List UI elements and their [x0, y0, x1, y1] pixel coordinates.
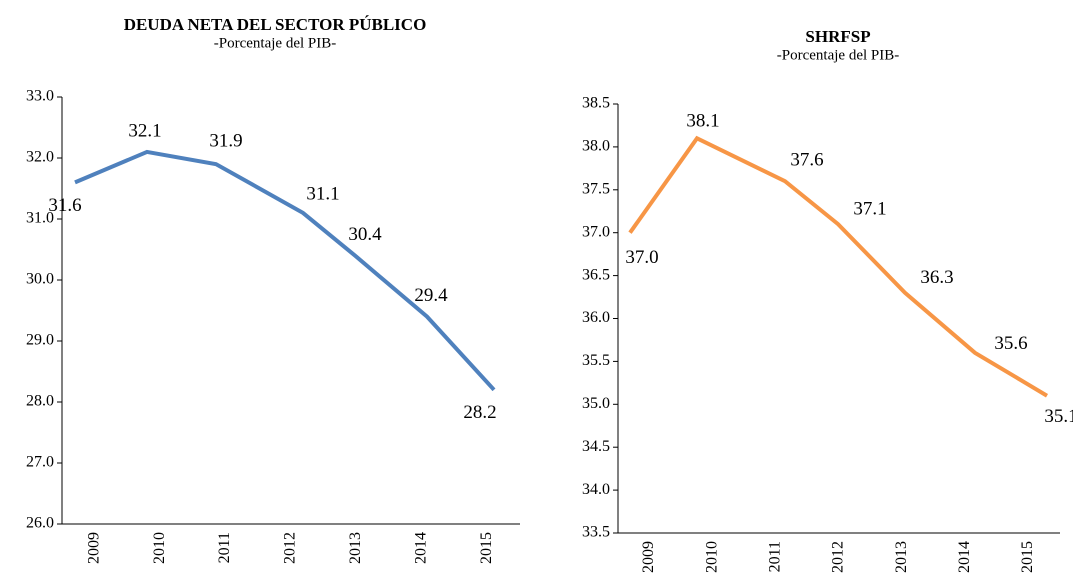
data-label: 29.4 [414, 285, 448, 306]
data-label: 37.6 [790, 150, 823, 171]
y-tick-label: 34.0 [582, 481, 610, 498]
chart-subtitle: -Porcentaje del PIB- [214, 35, 336, 51]
x-tick-label: 2012 [282, 532, 299, 564]
data-label: 36.3 [920, 267, 953, 288]
data-label: 31.9 [209, 130, 242, 151]
data-label: 28.2 [463, 402, 496, 423]
x-tick-label: 2009 [640, 541, 657, 573]
y-tick-label: 28.0 [26, 393, 54, 410]
y-tick-label: 35.0 [582, 395, 610, 412]
y-tick-label: 33.5 [582, 524, 610, 541]
data-label: 35.1 [1044, 406, 1073, 427]
x-tick-label: 2013 [347, 532, 364, 564]
data-label: 31.1 [306, 183, 339, 204]
chart: SHRFSP-Porcentaje del PIB- 33.5 34.0 34.5 35… [582, 27, 1073, 573]
y-tick-label: 26.0 [26, 515, 54, 532]
x-tick-label: 2010 [703, 541, 720, 573]
y-tick-label: 27.0 [26, 454, 54, 471]
x-tick-label: 2015 [1019, 541, 1036, 573]
data-label: 31.6 [48, 195, 81, 216]
x-tick-label: 2011 [767, 541, 784, 572]
x-tick-label: 2014 [956, 541, 973, 573]
y-tick-label: 31.0 [26, 210, 54, 227]
x-tick-label: 2011 [216, 532, 233, 563]
chart-subtitle: -Porcentaje del PIB- [777, 47, 899, 63]
y-tick-label: 37.5 [582, 180, 610, 197]
data-label: 37.1 [853, 198, 886, 219]
y-tick-label: 36.0 [582, 309, 610, 326]
y-tick-label: 36.5 [582, 266, 610, 283]
chart: DEUDA NETA DEL SECTOR PÚBLICO-Porcentaje… [26, 15, 520, 564]
x-tick-label: 2012 [830, 541, 847, 573]
y-tick-label: 38.5 [582, 95, 610, 112]
x-tick-label: 2009 [85, 532, 102, 564]
data-label: 32.1 [128, 120, 161, 141]
y-tick-label: 38.0 [582, 138, 610, 155]
chart-title: SHRFSP [805, 27, 870, 46]
line [74, 149, 496, 392]
data-label: 38.1 [686, 111, 719, 132]
data-label: 30.4 [348, 224, 382, 245]
y-tick-label: 37.0 [582, 223, 610, 240]
x-tick-label: 2014 [413, 532, 430, 564]
y-tick-label: 30.0 [26, 271, 54, 288]
x-tick-label: 2013 [893, 541, 910, 573]
y-tick-label: 32.0 [26, 149, 54, 166]
y-tick-label: 33.0 [26, 88, 54, 105]
x-tick-label: 2015 [478, 532, 495, 564]
line [628, 135, 1049, 398]
data-label: 37.0 [625, 247, 658, 268]
y-tick-label: 35.5 [582, 352, 610, 369]
data-label: 35.6 [994, 333, 1027, 354]
y-tick-label: 34.5 [582, 438, 610, 455]
y-tick-label: 29.0 [26, 332, 54, 349]
x-tick-label: 2010 [151, 532, 168, 564]
chart-title: DEUDA NETA DEL SECTOR PÚBLICO [124, 15, 427, 34]
